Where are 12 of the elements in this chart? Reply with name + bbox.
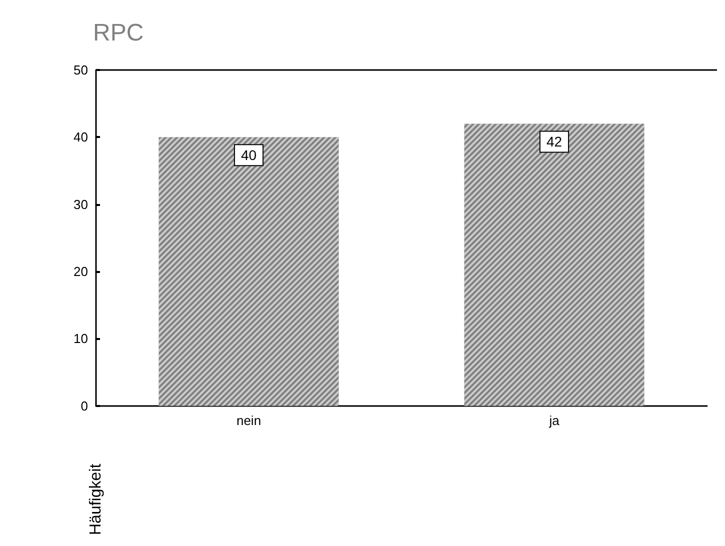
x-tick-label: nein [236, 412, 262, 428]
y-axis-title: Häufigkeit [88, 463, 104, 536]
y-tick-label: 20 [74, 264, 88, 280]
chart-title: RPC [93, 20, 144, 46]
y-tick-label: 50 [74, 62, 88, 78]
y-tick-label: 30 [74, 196, 88, 212]
data-label: 40 [240, 147, 257, 164]
y-tick-label: 10 [74, 331, 88, 346]
x-tick-label: ja [548, 412, 560, 428]
y-tick-label: 40 [74, 130, 88, 145]
y-tick-label: 0 [80, 398, 88, 414]
data-label: 42 [546, 134, 562, 150]
